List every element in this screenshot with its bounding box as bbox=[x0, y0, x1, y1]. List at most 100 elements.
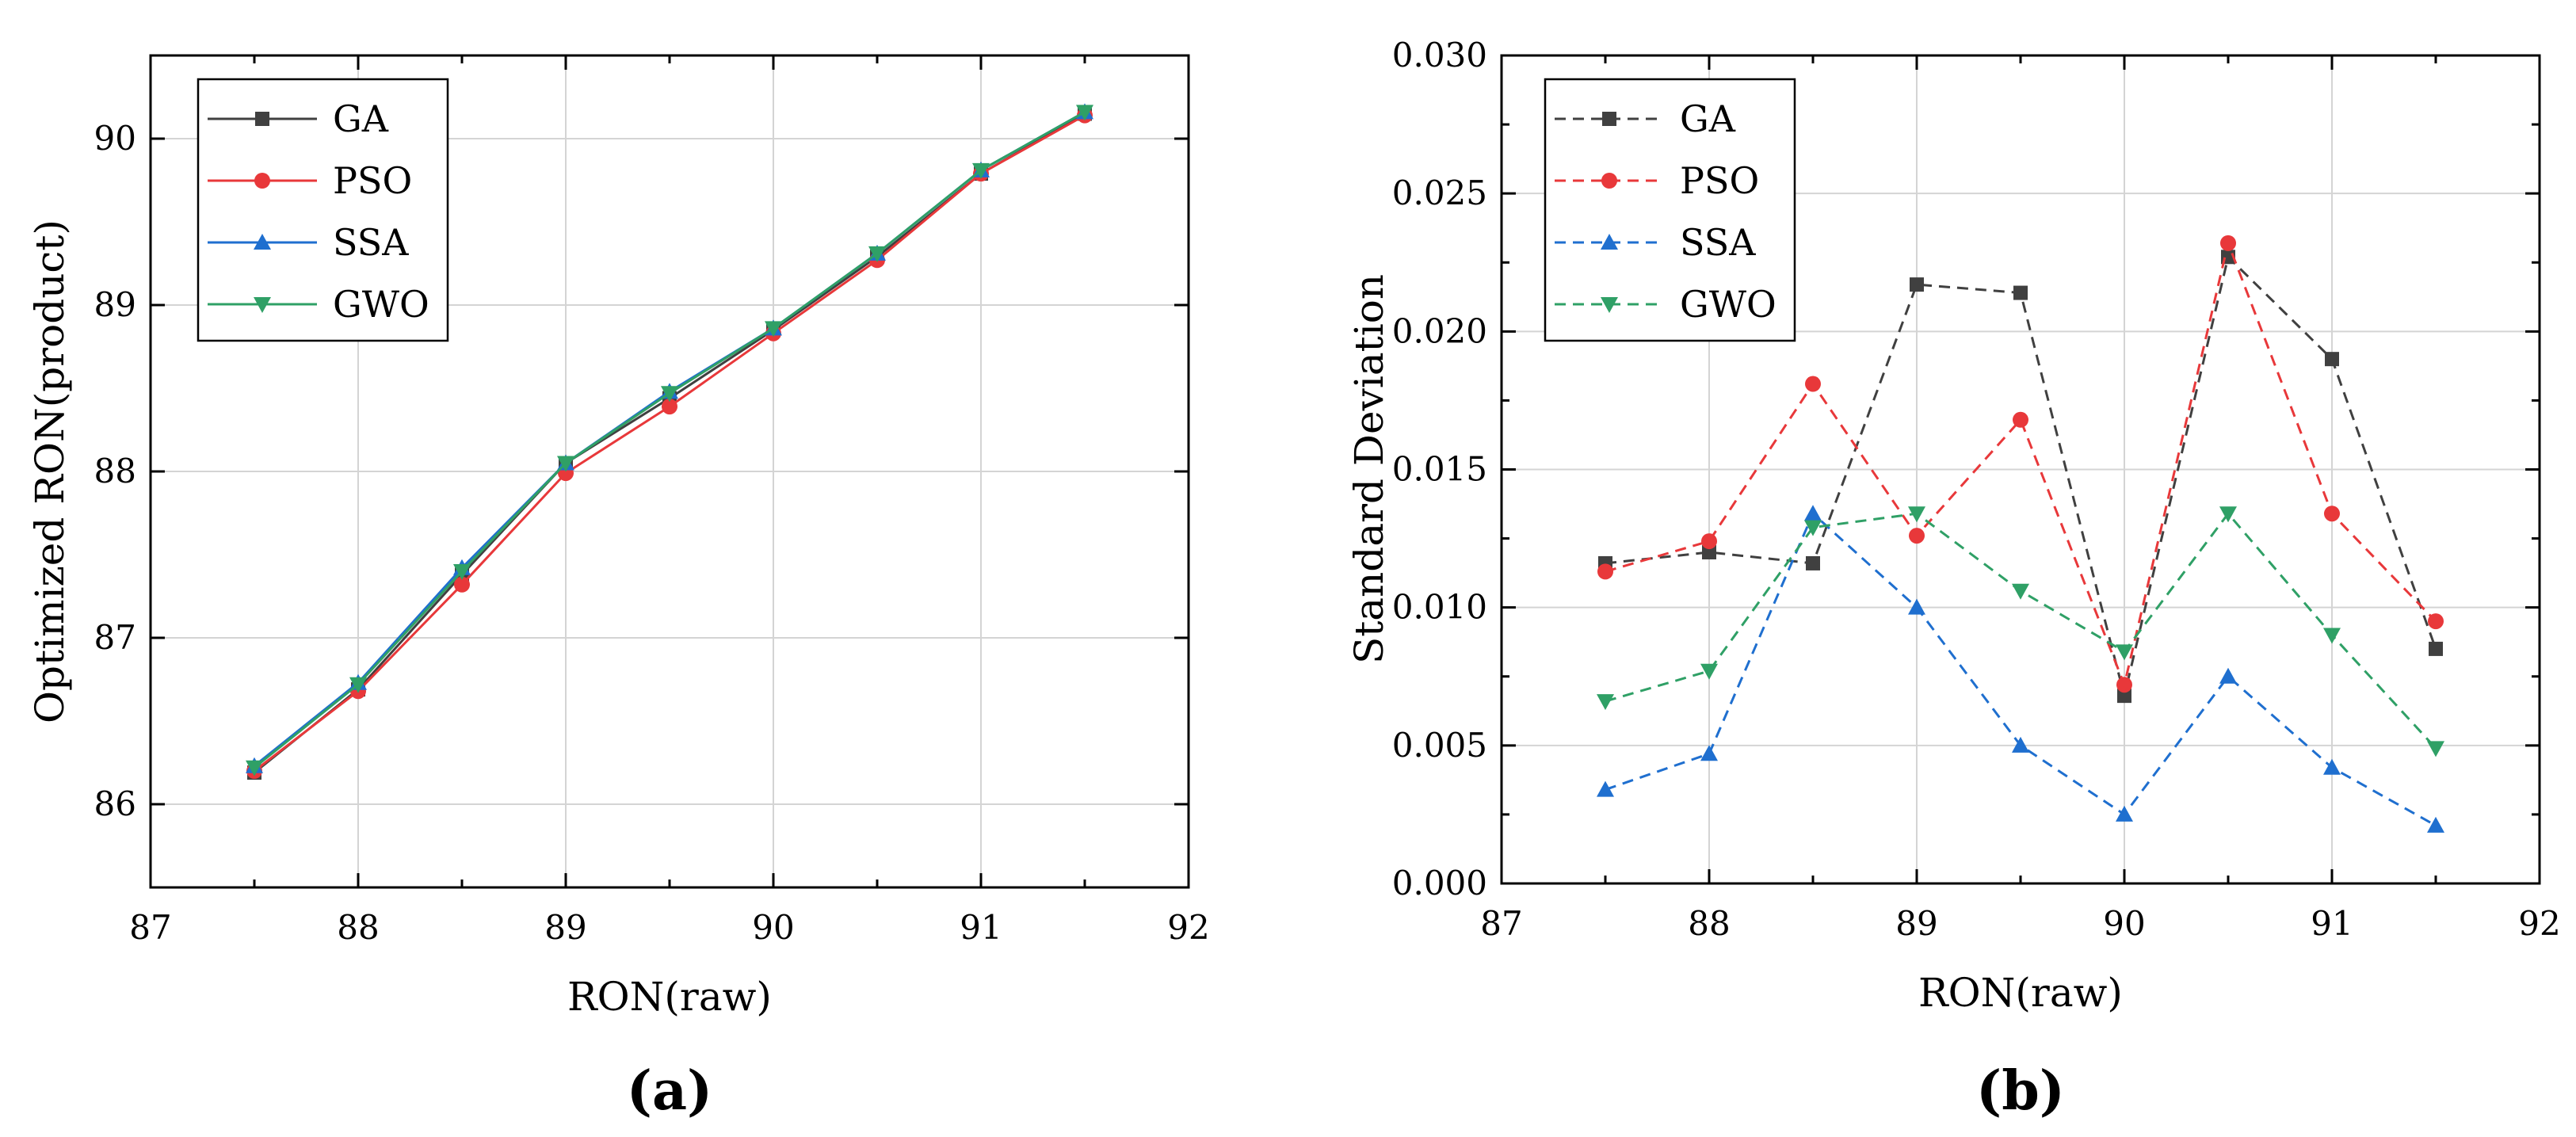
panel-a-point-gwo bbox=[349, 677, 367, 693]
panel-a-legend-label-ga: GA bbox=[333, 97, 389, 140]
panel-b-point-ga bbox=[2013, 285, 2028, 300]
panel-a-x-axis-label: RON(raw) bbox=[567, 974, 772, 1020]
panel-b-y-tick-label: 0.000 bbox=[1392, 864, 1487, 902]
panel-a-point-pso bbox=[662, 399, 677, 415]
panel-b-point-pso bbox=[1909, 528, 1925, 544]
panel-b-x-tick-label: 91 bbox=[2311, 904, 2353, 943]
panel-a-x-tick-label: 89 bbox=[544, 908, 586, 947]
panel-a-y-tick-label: 89 bbox=[94, 285, 136, 324]
panel-b-y-tick-label: 0.030 bbox=[1392, 36, 1487, 74]
panel-b-point-gwo bbox=[1597, 694, 1614, 711]
panel-a-point-gwo bbox=[765, 321, 782, 338]
panel-b-point-pso bbox=[2116, 677, 2132, 693]
panel-b-point-ssa bbox=[1804, 505, 1822, 521]
panel-b-point-ssa bbox=[1908, 598, 1925, 615]
panel-b-point-ssa bbox=[1700, 745, 1718, 761]
panel-b-point-gwo bbox=[2427, 741, 2444, 757]
panel-a-optimized-ron-chart: 87 88 89 90 91 92 86 87 88 89 90 GA PSO SSA GWO RON(r… bbox=[27, 54, 1210, 1123]
panel-b-point-ga bbox=[2429, 641, 2443, 656]
panel-a-point-gwo bbox=[246, 760, 263, 776]
panel-b-legend-marker-gwo bbox=[1601, 297, 1618, 313]
panel-b-y-tick-label: 0.005 bbox=[1392, 726, 1487, 765]
panel-b-series bbox=[1597, 235, 2444, 833]
panel-b-legend-label-pso: PSO bbox=[1680, 159, 1759, 202]
panel-b-point-ssa bbox=[2219, 667, 2237, 684]
panel-b-point-gwo bbox=[2323, 628, 2341, 644]
panel-b-point-ssa bbox=[2323, 758, 2341, 775]
panel-b-legend: GA PSO SSA GWO bbox=[1544, 78, 1796, 342]
panel-a-y-axis-label: Optimized RON(product) bbox=[27, 219, 73, 723]
panel-a-gridlines bbox=[151, 55, 1189, 887]
panel-b-y-tick-label: 0.025 bbox=[1392, 174, 1487, 212]
panel-b-ticks bbox=[1500, 54, 2541, 885]
panel-a-ticks bbox=[149, 55, 1190, 887]
panel-a-y-tick-label: 90 bbox=[94, 119, 136, 158]
panel-b-point-ga bbox=[1806, 555, 1820, 570]
panel-b-legend-marker-ga bbox=[1602, 112, 1616, 126]
panel-b-legend-box bbox=[1544, 78, 1796, 342]
panel-a-y-tick-label: 87 bbox=[94, 618, 136, 657]
panel-b-label: (b) bbox=[1976, 1059, 2065, 1123]
panel-a-series bbox=[246, 103, 1093, 780]
panel-a-point-gwo bbox=[1076, 105, 1093, 121]
panel-b-point-gwo bbox=[2116, 644, 2133, 661]
panel-b-x-axis-label: RON(raw) bbox=[1918, 970, 2123, 1016]
panel-b-point-gwo bbox=[1908, 506, 1925, 523]
panel-a-point-gwo bbox=[661, 386, 678, 403]
panel-a-point-gwo bbox=[557, 456, 574, 472]
panel-b-point-ssa bbox=[2012, 736, 2029, 753]
panel-b-legend-marker-ssa bbox=[1601, 234, 1618, 250]
panel-a-legend-marker-ga bbox=[255, 112, 269, 126]
panel-b-point-gwo bbox=[2219, 506, 2237, 523]
panel-b-x-tick-label: 89 bbox=[1895, 904, 1937, 943]
panel-a-legend-box bbox=[197, 78, 449, 342]
panel-b-legend-label-ssa: SSA bbox=[1680, 221, 1756, 264]
panel-b-point-ssa bbox=[1597, 780, 1614, 797]
panel-a-y-tick-label: 86 bbox=[94, 784, 136, 823]
panel-b-point-pso bbox=[2428, 613, 2444, 630]
panel-b-series-line-ssa bbox=[1605, 511, 2437, 827]
panel-a-x-tick-label: 91 bbox=[960, 908, 1002, 947]
panel-b-point-pso bbox=[1597, 563, 1613, 580]
panel-b-x-tick-label: 87 bbox=[1480, 904, 1522, 943]
panel-a-point-pso bbox=[454, 576, 470, 593]
panel-a-x-tick-label: 88 bbox=[337, 908, 379, 947]
panel-a-point-gwo bbox=[453, 564, 471, 580]
panel-b-standard-deviation-chart: 87 88 89 90 91 92 0.000 0.005 0.010 0.015 0.020 0.0… bbox=[1346, 36, 2561, 1123]
panel-a-legend-label-ssa: SSA bbox=[333, 221, 409, 264]
panel-a-legend-marker-pso bbox=[254, 173, 270, 189]
panel-b-point-ssa bbox=[2116, 805, 2133, 822]
panel-a-legend-label-pso: PSO bbox=[333, 159, 412, 202]
panel-b-x-tick-label: 90 bbox=[2103, 904, 2145, 943]
panel-b-point-ga bbox=[1910, 277, 1924, 292]
panel-b-y-tick-label: 0.010 bbox=[1392, 588, 1487, 627]
panel-b-y-tick-label: 0.015 bbox=[1392, 450, 1487, 489]
panel-a-label: (a) bbox=[627, 1059, 712, 1123]
panel-b-point-pso bbox=[2013, 411, 2028, 428]
panel-b-x-tick-label: 88 bbox=[1688, 904, 1730, 943]
panel-b-point-ga bbox=[1702, 545, 1716, 559]
panel-b-tick-labels: 87 88 89 90 91 92 0.000 0.005 0.010 0.015 0.020 0.0… bbox=[1392, 36, 2561, 943]
panel-a-x-tick-label: 87 bbox=[129, 908, 171, 947]
panel-b-series-line-pso bbox=[1605, 238, 2437, 689]
panel-a-legend-marker-gwo bbox=[254, 297, 271, 313]
panel-b-y-axis-label: Standard Deviation bbox=[1346, 274, 1392, 664]
panel-b-point-pso bbox=[1701, 533, 1717, 550]
panel-b-series-line-gwo bbox=[1605, 511, 2437, 750]
panel-a-legend: GA PSO SSA GWO bbox=[197, 78, 449, 342]
panel-a-point-gwo bbox=[972, 162, 990, 179]
panel-a-point-gwo bbox=[868, 246, 886, 262]
panel-b-point-pso bbox=[2324, 506, 2340, 522]
panel-b-x-tick-label: 92 bbox=[2518, 904, 2560, 943]
panel-b-point-ssa bbox=[2427, 816, 2444, 833]
panel-a-tick-labels: 87 88 89 90 91 92 86 87 88 89 90 bbox=[94, 119, 1210, 947]
panel-b-point-gwo bbox=[1804, 520, 1822, 536]
panel-a-x-tick-label: 92 bbox=[1167, 908, 1209, 947]
panel-b-point-ga bbox=[2325, 352, 2339, 367]
panel-b-point-gwo bbox=[1700, 663, 1718, 680]
panel-b-legend-label-ga: GA bbox=[1680, 97, 1736, 140]
panel-b-point-ga bbox=[2117, 689, 2131, 704]
panel-a-x-tick-label: 90 bbox=[752, 908, 794, 947]
panel-a-legend-marker-ssa bbox=[254, 234, 271, 250]
